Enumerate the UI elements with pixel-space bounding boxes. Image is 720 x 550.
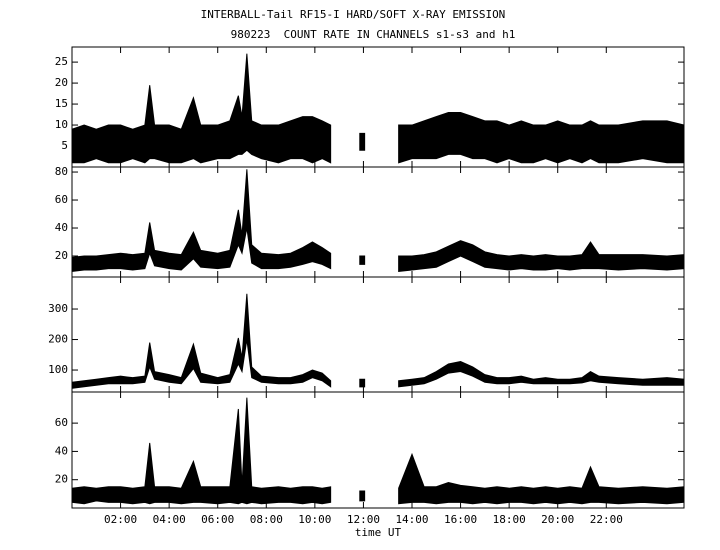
data-band xyxy=(398,240,685,272)
x-tick-label: 06:00 xyxy=(201,513,234,526)
x-tick-label: 14:00 xyxy=(395,513,428,526)
data-band xyxy=(71,169,332,272)
panel-frame xyxy=(71,391,685,509)
x-tick-label: 12:00 xyxy=(347,513,380,526)
data-band xyxy=(398,111,685,164)
x-tick-label: 16:00 xyxy=(444,513,477,526)
y-tick-label: 20 xyxy=(55,249,68,262)
x-tick-label: 10:00 xyxy=(298,513,331,526)
y-tick-label: 40 xyxy=(55,444,68,457)
y-tick-label: 300 xyxy=(48,302,68,315)
y-tick-label: 200 xyxy=(48,333,68,346)
y-tick-label: 20 xyxy=(55,473,68,486)
data-band xyxy=(359,378,366,388)
data-band xyxy=(71,397,332,505)
y-tick-label: 10 xyxy=(55,118,68,131)
x-tick-label: 02:00 xyxy=(104,513,137,526)
y-tick-label: 25 xyxy=(55,55,68,68)
y-tick-label: 100 xyxy=(48,363,68,376)
x-tick-label: 08:00 xyxy=(250,513,283,526)
data-band xyxy=(359,490,366,502)
data-band xyxy=(359,132,366,151)
x-tick-label: 20:00 xyxy=(541,513,574,526)
x-tick-label: 22:00 xyxy=(590,513,623,526)
y-tick-label: 60 xyxy=(55,416,68,429)
data-band xyxy=(398,360,685,388)
data-band xyxy=(71,293,332,389)
y-tick-label: 80 xyxy=(55,165,68,178)
x-tick-label: 04:00 xyxy=(153,513,186,526)
x-tick-label: 18:00 xyxy=(493,513,526,526)
y-tick-label: 5 xyxy=(61,139,68,152)
chart-subtitle: 980223 COUNT RATE IN CHANNELS s1-s3 and … xyxy=(231,28,516,41)
chart-title: INTERBALL-Tail RF15-I HARD/SOFT X-RAY EM… xyxy=(201,8,506,21)
y-tick-label: 20 xyxy=(55,76,68,89)
y-tick-label: 60 xyxy=(55,193,68,206)
data-band xyxy=(398,452,685,505)
data-band xyxy=(359,255,366,265)
y-tick-label: 40 xyxy=(55,221,68,234)
y-tick-label: 15 xyxy=(55,97,68,110)
x-axis-label: time UT xyxy=(355,526,402,539)
data-band xyxy=(71,53,332,164)
